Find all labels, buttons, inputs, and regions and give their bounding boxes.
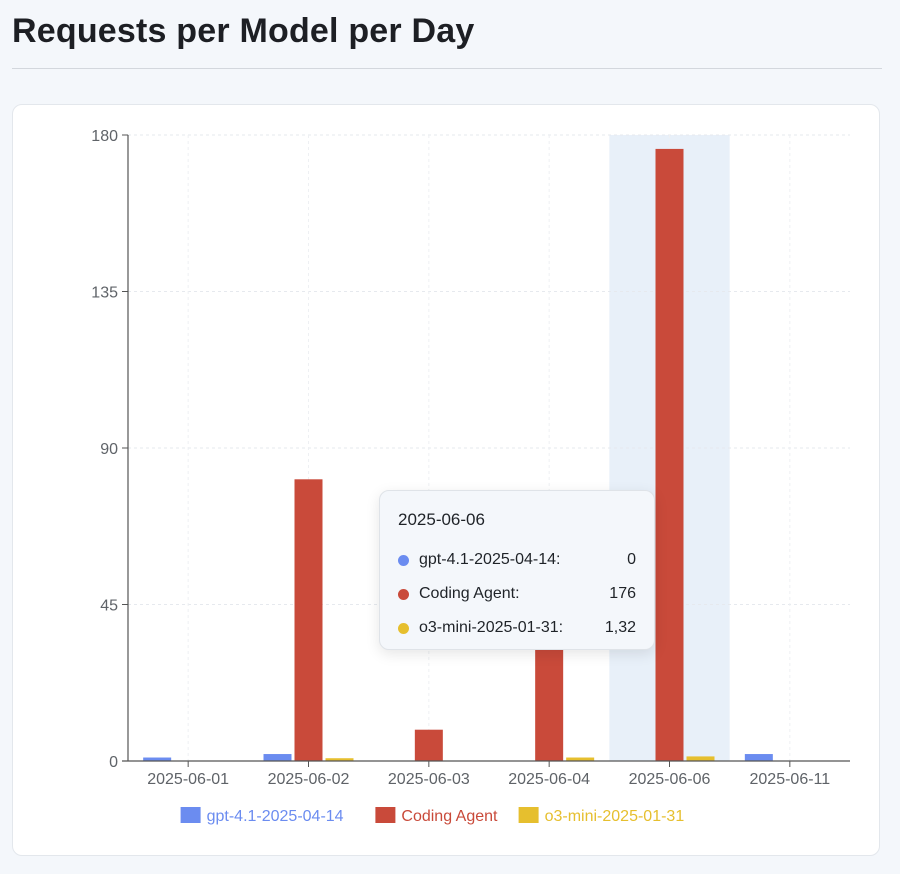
tooltip-series-value: 176 (609, 585, 636, 602)
x-tick-label: 2025-06-11 (750, 771, 831, 788)
x-tick-label: 2025-06-03 (388, 771, 470, 788)
bar-coding-agent-2025-06-06 (655, 148, 684, 761)
bar-o3-mini-2025-01-31-2025-06-06 (686, 756, 715, 761)
chart-card (12, 104, 880, 856)
legend-swatch (375, 807, 396, 823)
y-tick-label: 45 (100, 598, 118, 615)
bar-coding-agent-2025-06-04 (535, 642, 564, 761)
series-dot-icon (398, 622, 409, 634)
y-tick-label: 0 (109, 754, 118, 771)
bar-o3-mini-2025-01-31-2025-06-02 (325, 758, 354, 761)
tooltip-row-o3-mini: o3-mini-2025-01-31: 1,32 (398, 611, 636, 645)
series-dot-icon (398, 588, 409, 600)
tooltip-row-gpt: gpt-4.1-2025-04-14: 0 (398, 543, 636, 577)
tooltip-series-value: 1,32 (604, 619, 636, 636)
bar-coding-agent-2025-06-03 (414, 729, 443, 761)
legend-label: Coding Agent (401, 808, 498, 825)
y-tick-label: 180 (91, 128, 118, 145)
tooltip-row-coding-agent: Coding Agent: 176 (398, 577, 636, 611)
series-dot-icon (398, 554, 409, 566)
bar-coding-agent-2025-06-02 (294, 479, 323, 761)
legend-swatch (518, 807, 539, 823)
x-tick-label: 2025-06-06 (629, 771, 711, 788)
y-tick-label: 90 (100, 441, 118, 458)
legend-swatch (180, 807, 201, 823)
bar-o3-mini-2025-01-31-2025-06-04 (566, 757, 595, 761)
x-tick-label: 2025-06-02 (268, 771, 350, 788)
legend-label: gpt-4.1-2025-04-14 (207, 808, 344, 825)
chart-tooltip: 2025-06-06 gpt-4.1-2025-04-14: 0 Coding … (379, 490, 655, 650)
tooltip-title: 2025-06-06 (398, 510, 485, 529)
legend-label: o3-mini-2025-01-31 (545, 808, 685, 825)
bar-gpt-4-1-2025-04-14-2025-06-02 (263, 754, 292, 761)
tooltip-series-name: o3-mini-2025-01-31: (419, 619, 564, 636)
title-divider (12, 68, 882, 69)
tooltip-series-name: gpt-4.1-2025-04-14: (419, 551, 561, 568)
x-tick-label: 2025-06-04 (508, 771, 590, 788)
bar-gpt-4-1-2025-04-14-2025-06-01 (143, 757, 172, 761)
tooltip-series-value: 0 (627, 551, 636, 568)
tooltip-series-name: Coding Agent: (419, 585, 520, 602)
bar-gpt-4-1-2025-04-14-2025-06-11 (744, 754, 773, 761)
x-tick-label: 2025-06-01 (147, 771, 229, 788)
y-tick-label: 135 (91, 285, 118, 302)
page-title: Requests per Model per Day (12, 12, 475, 50)
